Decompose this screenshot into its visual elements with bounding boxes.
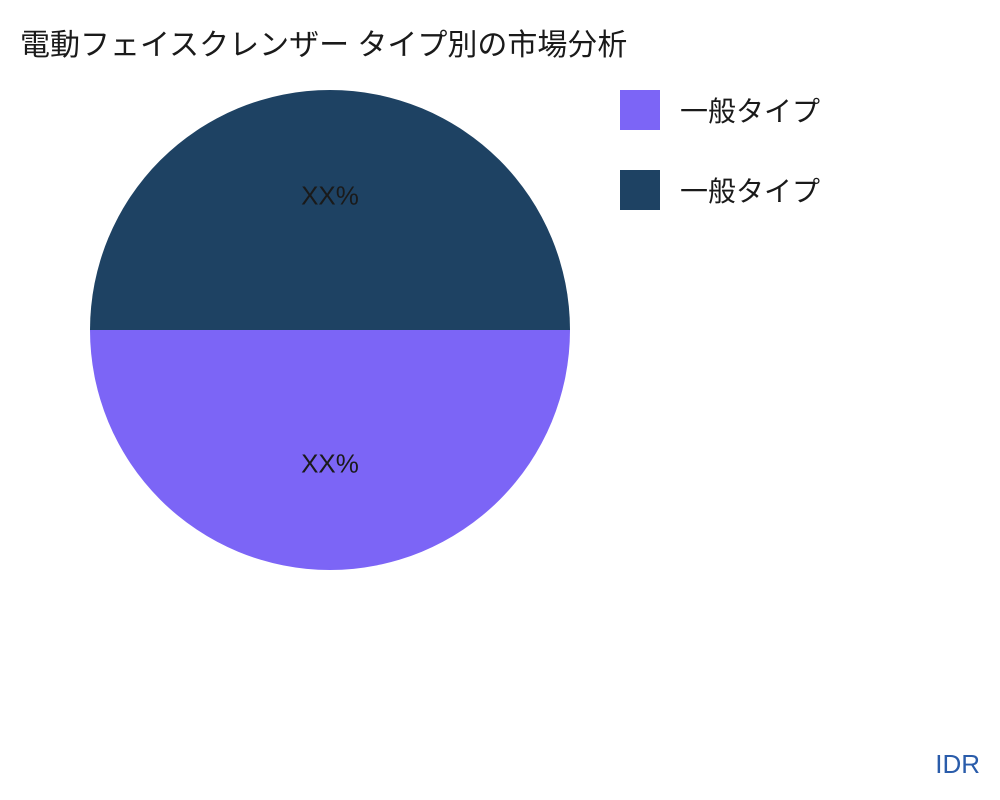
pie-chart-svg: [90, 90, 570, 570]
pie-slice-label: XX%: [301, 449, 359, 480]
pie-chart-container: XX% XX%: [90, 90, 570, 570]
chart-title: 電動フェイスクレンザー タイプ別の市場分析: [20, 20, 627, 64]
watermark: IDR: [935, 749, 980, 780]
pie-slice-label: XX%: [301, 180, 359, 211]
legend-item: 一般タイプ: [620, 90, 820, 130]
legend-swatch: [620, 170, 660, 210]
legend-label: 一般タイプ: [680, 90, 820, 130]
legend-label: 一般タイプ: [680, 170, 820, 210]
legend: 一般タイプ一般タイプ: [620, 90, 820, 250]
legend-swatch: [620, 90, 660, 130]
legend-item: 一般タイプ: [620, 170, 820, 210]
